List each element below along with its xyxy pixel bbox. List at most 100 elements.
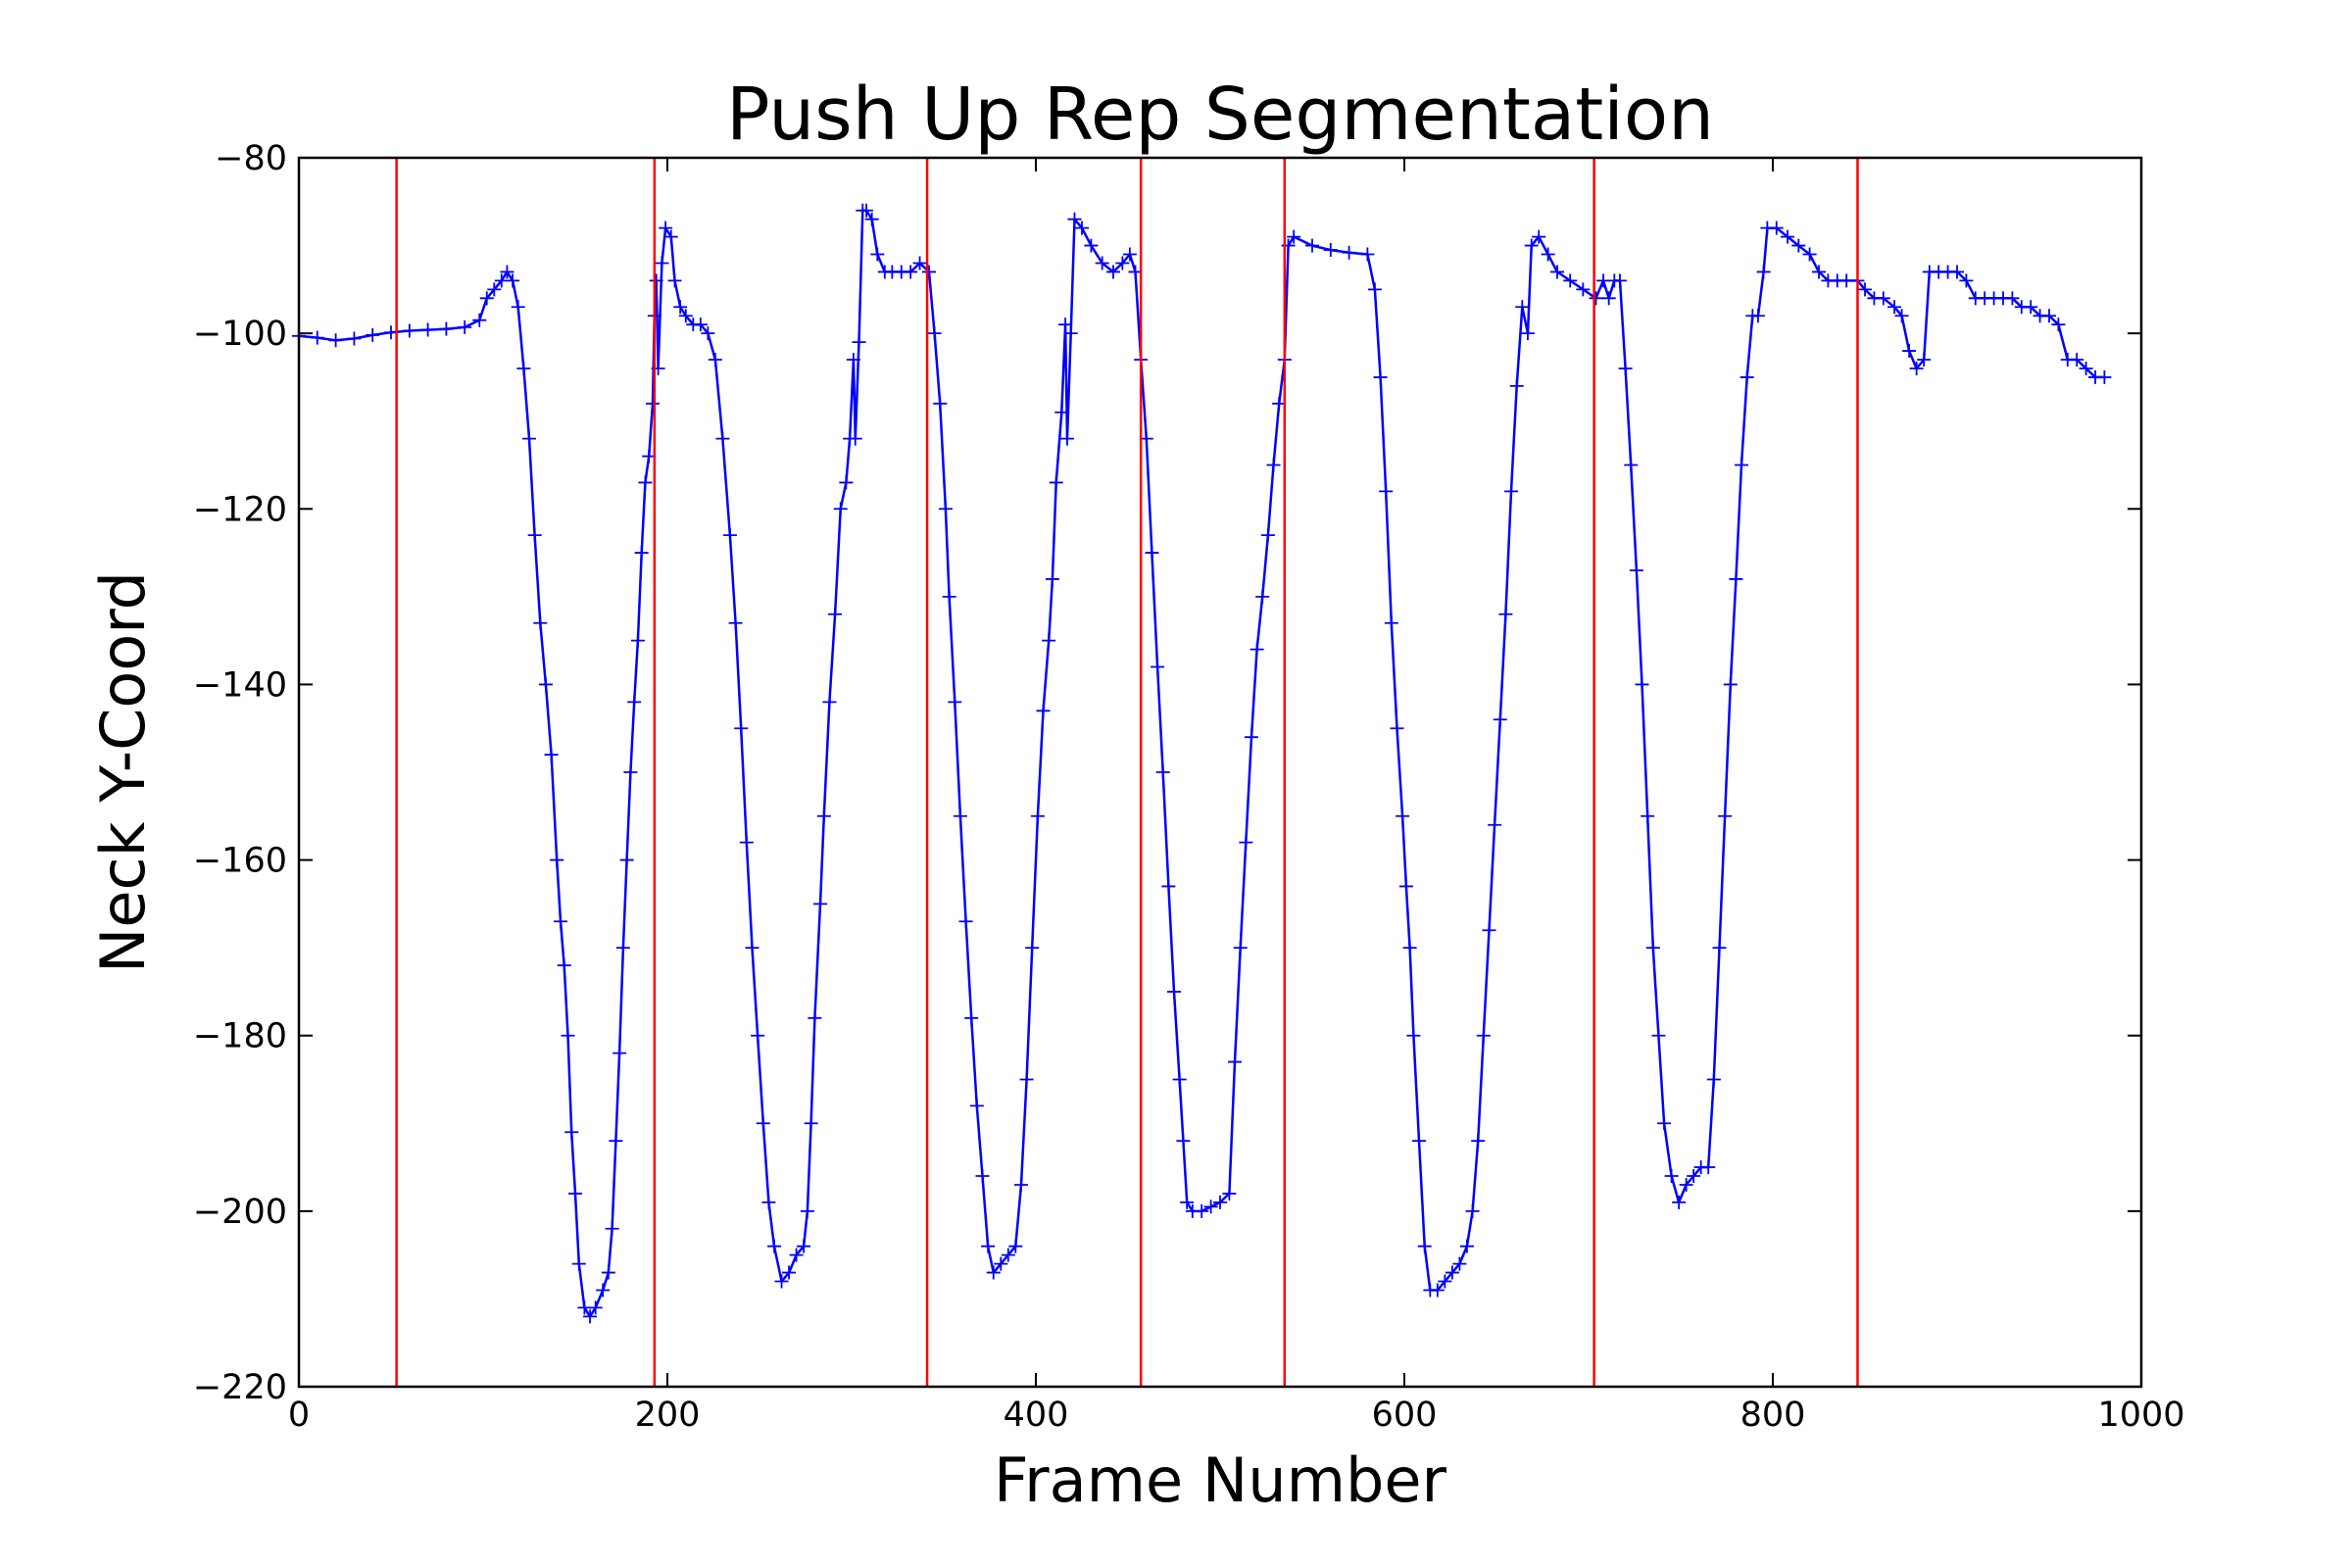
data-point-marker bbox=[1115, 256, 1130, 270]
data-point-marker bbox=[870, 247, 885, 262]
data-point-marker bbox=[472, 313, 487, 327]
data-point-marker bbox=[1769, 220, 1784, 235]
data-point-marker bbox=[1213, 1195, 1227, 1209]
data-point-marker bbox=[833, 502, 848, 516]
data-point-marker bbox=[1887, 300, 1902, 315]
data-point-marker bbox=[1601, 291, 1616, 306]
data-point-marker bbox=[848, 431, 862, 446]
data-point-marker bbox=[2005, 291, 2020, 306]
data-point-marker bbox=[1260, 528, 1275, 543]
data-point-marker bbox=[1612, 273, 1627, 288]
data-point-marker bbox=[655, 256, 669, 270]
y-axis-title: Neck Y-Coord bbox=[87, 571, 159, 973]
data-point-marker bbox=[964, 1010, 979, 1025]
data-point-marker bbox=[1635, 677, 1649, 692]
data-point-marker bbox=[1488, 817, 1502, 832]
data-point-marker bbox=[933, 396, 948, 411]
data-point-marker bbox=[458, 319, 472, 334]
data-point-marker bbox=[1791, 238, 1806, 253]
data-point-marker bbox=[1203, 1200, 1218, 1214]
data-point-marker bbox=[1589, 291, 1603, 306]
data-point-marker bbox=[1858, 282, 1872, 297]
data-point-marker bbox=[571, 1256, 586, 1271]
data-point-marker bbox=[701, 326, 715, 341]
markers-layer bbox=[292, 203, 2112, 1324]
data-point-marker bbox=[734, 721, 749, 736]
data-point-marker bbox=[1629, 563, 1643, 577]
data-point-marker bbox=[1750, 309, 1765, 323]
data-point-marker bbox=[2097, 369, 2112, 384]
data-point-marker bbox=[601, 1265, 615, 1280]
data-point-marker bbox=[557, 958, 571, 973]
data-point-marker bbox=[839, 475, 854, 490]
y-tick-label: −220 bbox=[193, 1368, 287, 1407]
data-point-marker bbox=[609, 1134, 623, 1149]
data-point-marker bbox=[715, 431, 730, 446]
y-tick-label: −120 bbox=[193, 490, 287, 529]
data-point-marker bbox=[663, 229, 678, 244]
data-point-marker bbox=[1244, 730, 1258, 745]
data-point-marker bbox=[1054, 405, 1069, 419]
data-point-marker bbox=[1042, 633, 1056, 648]
data-point-marker bbox=[678, 309, 693, 323]
data-point-marker bbox=[1058, 318, 1073, 332]
data-point-marker bbox=[782, 1265, 797, 1280]
data-point-marker bbox=[645, 396, 660, 411]
data-point-marker bbox=[1172, 1072, 1187, 1087]
axis-ticks bbox=[298, 157, 2142, 1388]
data-point-marker bbox=[722, 528, 737, 543]
data-point-marker bbox=[1402, 941, 1417, 956]
data-point-marker bbox=[1396, 808, 1410, 823]
y-tick-label: −100 bbox=[193, 315, 287, 354]
data-point-marker bbox=[1412, 1134, 1427, 1149]
data-point-marker bbox=[1305, 238, 1319, 253]
data-point-marker bbox=[1195, 1203, 1209, 1218]
data-point-marker bbox=[667, 273, 682, 288]
data-point-marker bbox=[1459, 1239, 1474, 1253]
data-point-marker bbox=[1687, 1169, 1701, 1184]
data-point-marker bbox=[1520, 326, 1535, 341]
data-point-marker bbox=[1701, 1160, 1716, 1175]
data-point-marker bbox=[852, 335, 866, 350]
data-point-marker bbox=[927, 326, 942, 341]
data-point-marker bbox=[1250, 642, 1264, 657]
data-point-marker bbox=[1959, 273, 1974, 288]
data-point-marker bbox=[506, 273, 520, 288]
data-point-marker bbox=[1379, 484, 1394, 499]
data-point-marker bbox=[1740, 369, 1754, 384]
data-point-marker bbox=[1105, 265, 1120, 279]
data-point-marker bbox=[1287, 229, 1301, 244]
data-point-marker bbox=[1482, 923, 1496, 938]
data-point-marker bbox=[500, 265, 514, 279]
data-point-marker bbox=[975, 1169, 990, 1184]
data-point-marker bbox=[1122, 247, 1137, 262]
x-axis-title: Frame Number bbox=[994, 1445, 1446, 1516]
plot-frame bbox=[297, 156, 2143, 1389]
data-point-marker bbox=[627, 695, 642, 710]
data-point-marker bbox=[1657, 1116, 1672, 1131]
data-point-marker bbox=[1729, 571, 1743, 586]
y-tick-label: −180 bbox=[193, 1017, 287, 1056]
data-point-marker bbox=[1723, 677, 1738, 692]
data-point-marker bbox=[544, 748, 559, 762]
x-tick-label: 1000 bbox=[2097, 1396, 2184, 1435]
data-point-marker bbox=[1266, 458, 1281, 472]
series-line bbox=[298, 209, 2105, 1318]
data-point-marker bbox=[1909, 361, 1924, 375]
data-point-marker bbox=[1756, 265, 1771, 279]
data-point-marker bbox=[1045, 571, 1059, 586]
y-tick-label: −140 bbox=[193, 665, 287, 705]
data-point-marker bbox=[420, 322, 435, 337]
data-point-marker bbox=[1445, 1265, 1459, 1280]
x-tick-label: 800 bbox=[1740, 1396, 1806, 1435]
data-point-marker bbox=[1876, 291, 1890, 306]
data-point-marker bbox=[708, 353, 722, 368]
data-point-marker bbox=[756, 1116, 770, 1131]
data-point-marker bbox=[761, 1195, 776, 1209]
y-tick-label: −200 bbox=[193, 1193, 287, 1232]
data-point-marker bbox=[1067, 212, 1082, 226]
data-point-marker bbox=[328, 333, 343, 348]
data-point-marker bbox=[1735, 458, 1749, 472]
data-point-marker bbox=[1541, 247, 1555, 262]
data-point-marker bbox=[511, 300, 525, 315]
